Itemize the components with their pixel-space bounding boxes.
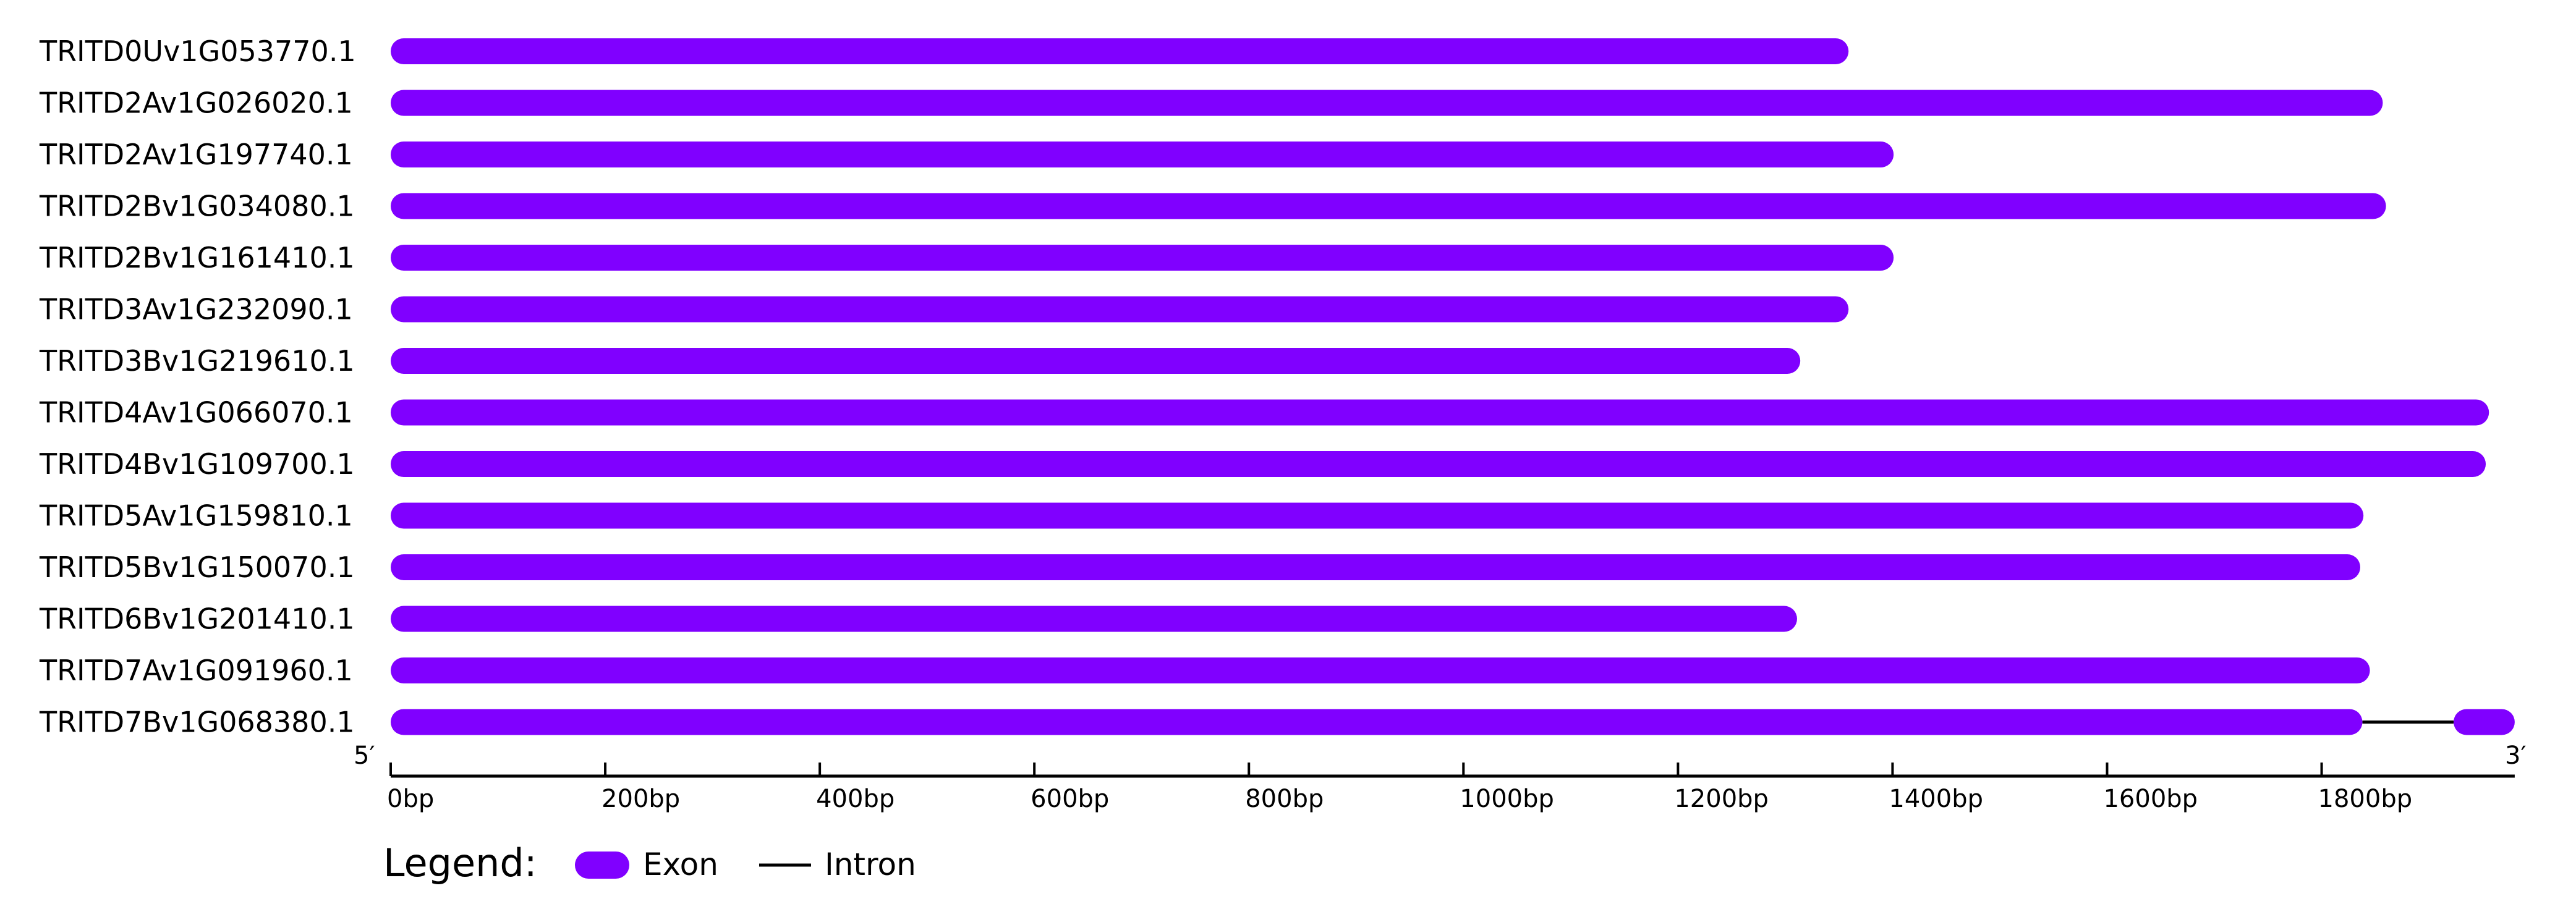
gene-row: TRITD6Bv1G201410.1 (39, 602, 1797, 636)
bp-axis: 5′ 3′ 0bp 200bp 400bp 600bp 800bp 1000bp 1200b… (354, 742, 2527, 813)
exon-bar (391, 502, 2364, 529)
gene-label: TRITD6Bv1G201410.1 (39, 602, 355, 636)
gene-row: TRITD2Av1G026020.1 (39, 87, 2383, 120)
gene-label: TRITD2Av1G026020.1 (39, 87, 353, 120)
tick-label: 1200bp (1674, 785, 1769, 813)
exon-bar (391, 657, 2370, 683)
exon-bar (391, 142, 1894, 167)
gene-label: TRITD4Bv1G109700.1 (39, 447, 355, 481)
gene-label: TRITD4Av1G066070.1 (39, 396, 353, 429)
gene-row: TRITD0Uv1G053770.1 (39, 35, 1849, 68)
exon-bar (391, 348, 1801, 374)
exon-bar (391, 709, 2363, 735)
tick-label: 1600bp (2103, 785, 2198, 813)
legend-exon-label: Exon (643, 847, 718, 882)
gene-row: TRITD2Bv1G161410.1 (39, 241, 1894, 274)
gene-row: TRITD5Av1G159810.1 (39, 499, 2364, 533)
gene-label: TRITD5Bv1G150070.1 (39, 551, 355, 584)
gene-row: TRITD3Bv1G219610.1 (39, 344, 1801, 378)
exon-bar (391, 399, 2489, 426)
gene-row: TRITD3Av1G232090.1 (39, 293, 1849, 326)
gene-row: TRITD4Av1G066070.1 (39, 396, 2489, 429)
tick-label: 800bp (1245, 785, 1324, 813)
legend-exon-swatch (575, 852, 629, 879)
gene-row: TRITD2Bv1G034080.1 (39, 190, 2386, 223)
gene-row: TRITD7Bv1G068380.1 (39, 706, 2515, 739)
gene-label: TRITD2Bv1G161410.1 (39, 241, 355, 274)
gene-label: TRITD7Av1G091960.1 (39, 654, 353, 687)
exon-bar (391, 90, 2383, 116)
gene-row: TRITD5Bv1G150070.1 (39, 551, 2361, 584)
tick-label: 600bp (1031, 785, 1109, 813)
gene-label: TRITD0Uv1G053770.1 (39, 35, 356, 68)
gene-label: TRITD3Av1G232090.1 (39, 293, 353, 326)
gene-row: TRITD2Av1G197740.1 (39, 138, 1894, 171)
exon-bar (391, 451, 2486, 477)
gene-label: TRITD3Bv1G219610.1 (39, 344, 355, 378)
gene-row: TRITD4Bv1G109700.1 (39, 447, 2486, 481)
exon-bar (391, 296, 1849, 323)
tick-label: 1400bp (1889, 785, 1983, 813)
legend-intron-label: Intron (825, 847, 916, 882)
tick-label: 0bp (387, 785, 434, 813)
legend-title: Legend: (383, 840, 537, 885)
tick-label: 1000bp (1460, 785, 1554, 813)
tick-label: 1800bp (2318, 785, 2413, 813)
exon-bar (391, 554, 2361, 580)
gene-label: TRITD7Bv1G068380.1 (39, 706, 355, 739)
legend: Legend: Exon Intron (383, 840, 916, 885)
tick-label: 400bp (816, 785, 895, 813)
exon-bar (2453, 709, 2515, 735)
gene-label: TRITD5Av1G159810.1 (39, 499, 353, 533)
gene-row: TRITD7Av1G091960.1 (39, 654, 2370, 687)
gene-label: TRITD2Av1G197740.1 (39, 138, 353, 171)
three-prime-label: 3′ (2505, 742, 2527, 770)
gene-label: TRITD2Bv1G034080.1 (39, 190, 355, 223)
tick-label: 200bp (601, 785, 680, 813)
exon-bar (391, 38, 1849, 64)
exon-bar (391, 606, 1797, 632)
exon-bar (391, 245, 1894, 271)
exon-bar (391, 193, 2386, 219)
gene-rows: TRITD0Uv1G053770.1 TRITD2Av1G026020.1 TRIT… (39, 35, 2515, 739)
five-prime-label: 5′ (354, 742, 375, 770)
